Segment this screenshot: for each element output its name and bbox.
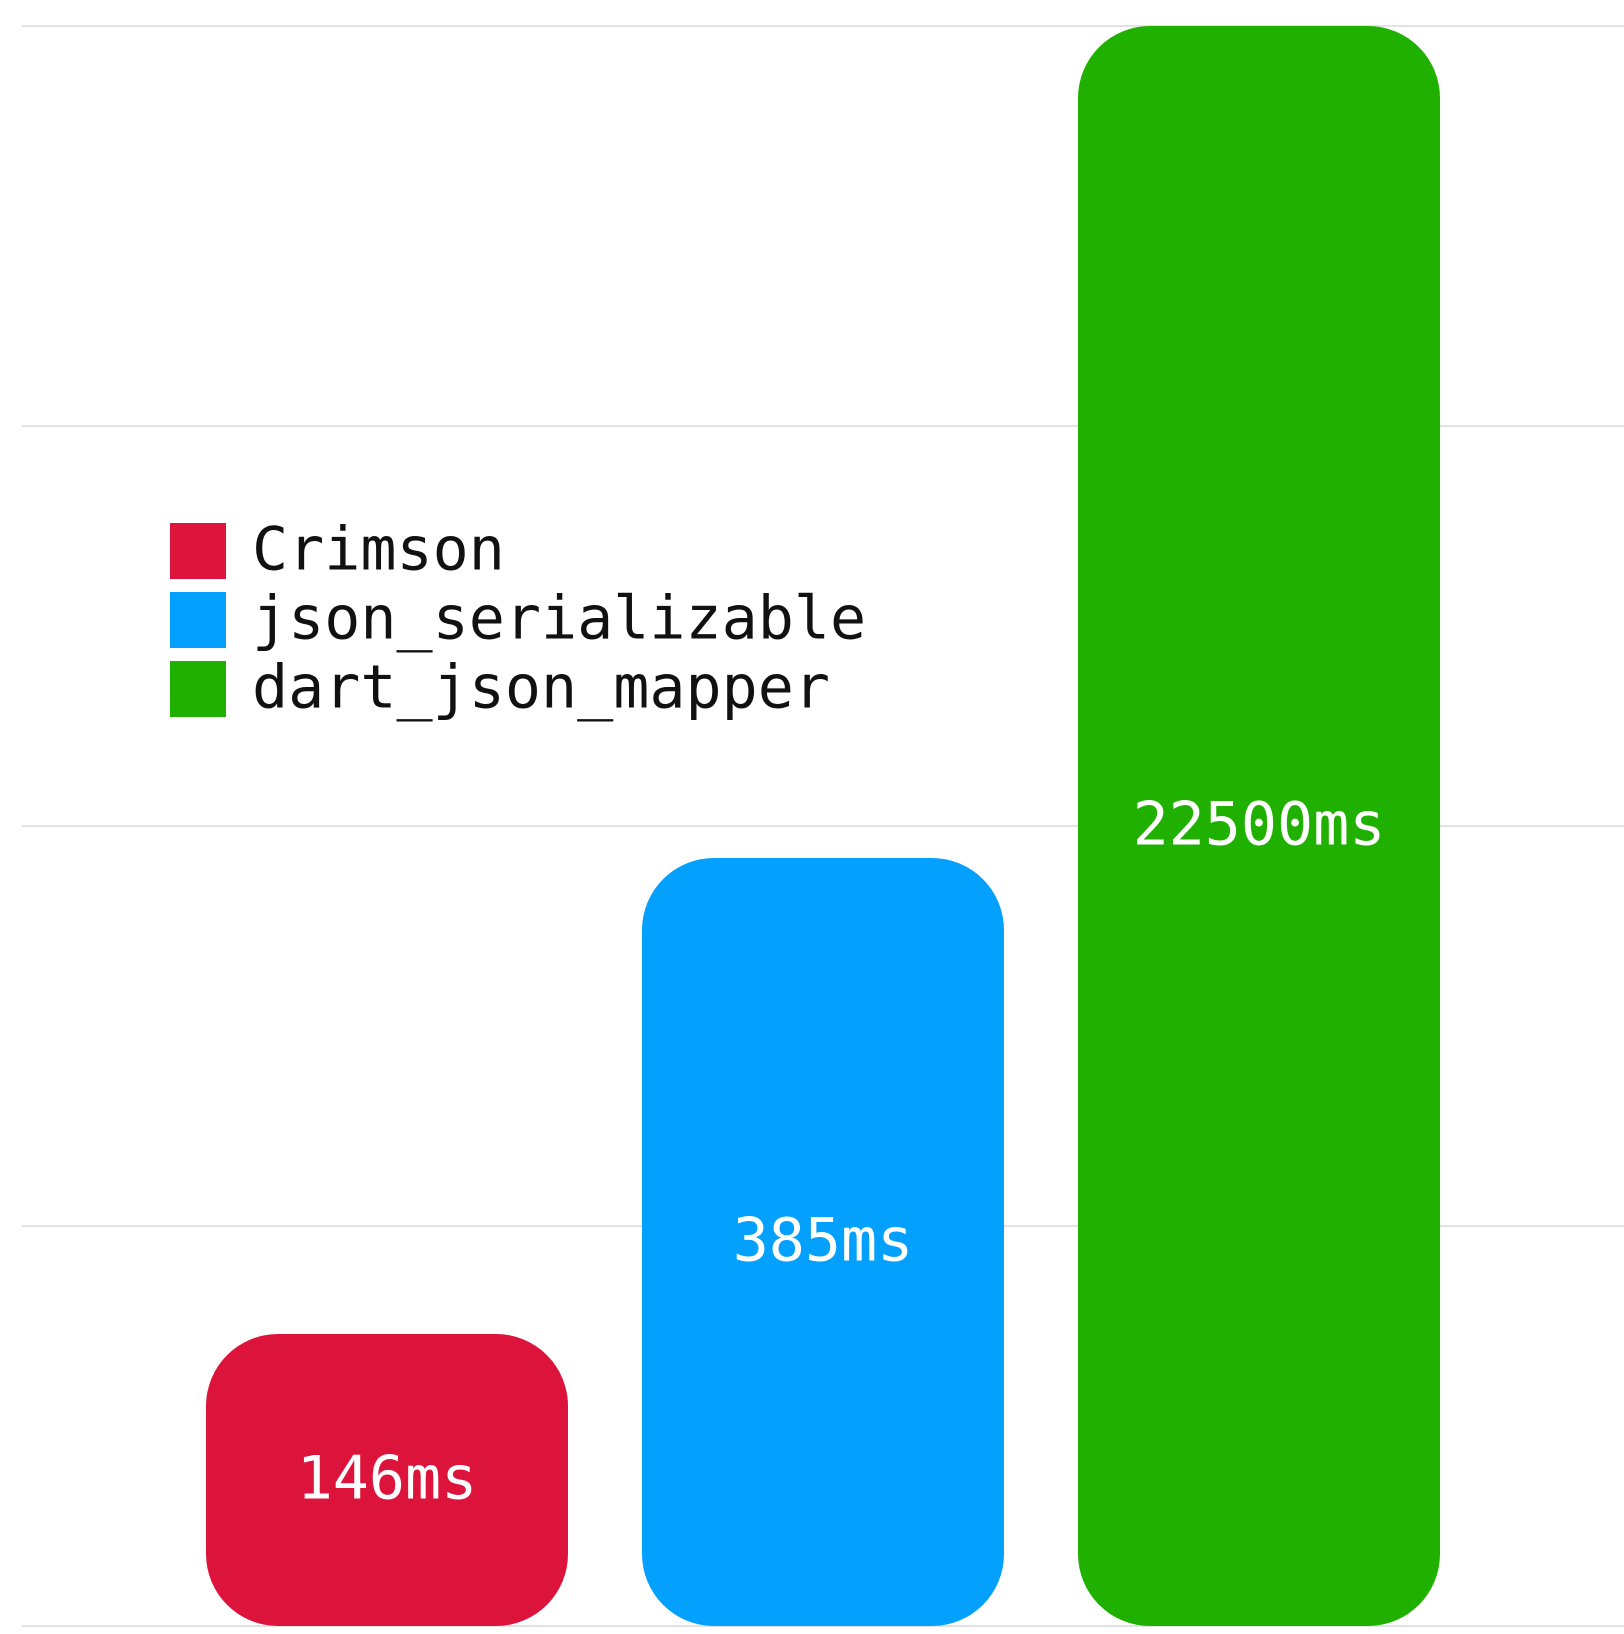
legend-label: dart_json_mapper [252,653,830,723]
bar-value-label: 146ms [297,1444,478,1514]
bar-value-label: 22500ms [1133,790,1386,860]
legend-swatch [170,523,226,579]
bar-json-serializable [642,858,1004,1626]
legend-swatch [170,661,226,717]
bar-value-label: 385ms [733,1206,914,1276]
legend-label: json_serializable [252,584,866,654]
bar-crimson [206,1334,568,1626]
bar-dart-json-mapper [1078,26,1440,1626]
bars: 146ms 385ms 22500ms [206,26,1440,1626]
legend-label: Crimson [252,515,505,585]
legend-swatch [170,592,226,648]
